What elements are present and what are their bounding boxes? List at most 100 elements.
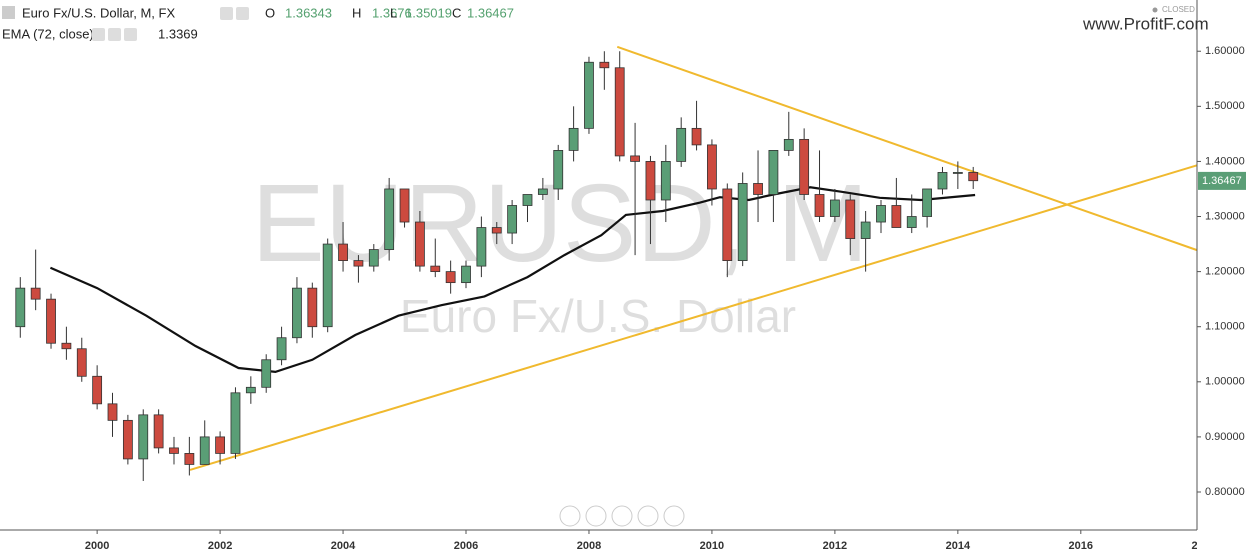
candle-body xyxy=(568,127,579,151)
candle-body xyxy=(169,447,179,454)
trend-line xyxy=(616,45,1198,252)
candle-body xyxy=(584,61,594,129)
x-tick-label: 2010 xyxy=(700,540,724,552)
site-watermark: www.ProfitF.com xyxy=(1082,14,1209,33)
ema-line xyxy=(49,186,976,374)
candle-body xyxy=(722,188,733,261)
status-dot xyxy=(1152,7,1158,13)
x-tick-label: 2000 xyxy=(85,540,109,552)
y-tick-label: 1.50000 xyxy=(1205,100,1245,112)
ohlc-l-label: L xyxy=(390,5,397,20)
candle-body xyxy=(322,243,333,328)
ohlc-c: 1.36467 xyxy=(467,5,514,20)
nav-button[interactable] xyxy=(585,505,607,527)
candle-body xyxy=(138,414,149,460)
candle-body xyxy=(153,414,164,449)
candle-body xyxy=(46,298,56,344)
candle-body xyxy=(368,249,379,267)
header-button xyxy=(220,7,233,20)
candle-body xyxy=(783,138,794,151)
candle-body xyxy=(768,150,779,195)
ohlc-o: 1.36343 xyxy=(285,5,332,20)
trend-line xyxy=(189,164,1198,471)
indicator-name: EMA (72, close) xyxy=(2,26,94,41)
candle-body xyxy=(184,453,195,465)
indicator-value: 1.3369 xyxy=(158,26,198,41)
candle-body xyxy=(707,144,717,190)
x-tick-label: 2014 xyxy=(946,540,971,552)
candle-body xyxy=(630,155,640,162)
candle-body xyxy=(691,127,702,146)
ohlc-h: 1.3676 xyxy=(372,5,412,20)
candle-body xyxy=(399,188,410,223)
candle-body xyxy=(891,205,902,228)
y-tick-label: 1.20000 xyxy=(1205,266,1245,278)
candle-body xyxy=(645,161,656,201)
candle-body xyxy=(753,183,763,195)
nav-button[interactable] xyxy=(663,505,685,527)
candle-body xyxy=(660,161,671,201)
candle-body xyxy=(230,392,241,454)
candle-body xyxy=(676,127,687,162)
candle-body xyxy=(92,375,103,405)
candle-body xyxy=(845,199,856,239)
last-price-label: 1.36467 xyxy=(1202,175,1242,187)
candle-body xyxy=(937,172,948,190)
candle-body xyxy=(737,183,748,261)
candle-body xyxy=(906,216,917,228)
ohlc-l: 1.35019 xyxy=(405,5,452,20)
candle-body xyxy=(276,337,287,361)
candle-body xyxy=(445,271,456,284)
candle-body xyxy=(30,287,41,300)
y-tick-label: 1.10000 xyxy=(1205,321,1245,333)
candle-body xyxy=(507,205,518,234)
y-tick-label: 1.60000 xyxy=(1205,45,1245,57)
candle-body xyxy=(353,260,364,267)
nav-button[interactable] xyxy=(559,505,581,527)
nav-button[interactable] xyxy=(611,505,633,527)
candle-body xyxy=(876,205,886,223)
candle-body xyxy=(599,61,610,69)
candle-body xyxy=(522,194,533,206)
candle-body xyxy=(15,287,26,328)
y-tick-label: 1.40000 xyxy=(1205,155,1245,167)
candle-body xyxy=(384,188,395,250)
header-button xyxy=(92,28,105,41)
ohlc-o-label: O xyxy=(265,5,275,20)
price-axis-panel xyxy=(1197,0,1246,554)
x-tick-label: 2012 xyxy=(823,540,847,552)
nav-button[interactable] xyxy=(637,505,659,527)
y-tick-label: 1.30000 xyxy=(1205,210,1245,222)
symbol-icon xyxy=(2,6,15,19)
candle-body xyxy=(415,221,425,267)
candle-body xyxy=(799,138,810,195)
candle-body xyxy=(461,265,471,284)
y-tick-label: 1.00000 xyxy=(1205,376,1245,388)
watermark-subtitle: Euro Fx/U.S. Dollar xyxy=(400,290,796,342)
candle-body xyxy=(122,419,133,460)
candle-body xyxy=(829,199,840,217)
y-tick-label: 0.80000 xyxy=(1205,486,1245,498)
y-tick-label: 0.90000 xyxy=(1205,431,1245,443)
ohlc-h-label: H xyxy=(352,5,361,20)
market-status: CLOSED xyxy=(1162,5,1195,14)
candle-body xyxy=(922,188,933,217)
candle-body xyxy=(338,243,348,261)
x-tick-label: 2008 xyxy=(577,540,601,552)
candle-body xyxy=(476,227,487,267)
x-tick-label: 2002 xyxy=(208,540,232,552)
last-price-tag xyxy=(1198,171,1246,190)
candle-body xyxy=(491,227,502,234)
candle-body xyxy=(261,359,272,388)
header-button xyxy=(108,28,121,41)
candle-body xyxy=(245,386,256,394)
candle-body xyxy=(814,194,825,217)
candle-body xyxy=(553,150,564,190)
candle-body xyxy=(430,265,441,273)
candle-body xyxy=(76,348,87,377)
candle-body xyxy=(968,172,979,182)
candle-body xyxy=(952,172,963,174)
candle-body xyxy=(292,287,302,339)
ohlc-c-label: C xyxy=(452,5,461,20)
